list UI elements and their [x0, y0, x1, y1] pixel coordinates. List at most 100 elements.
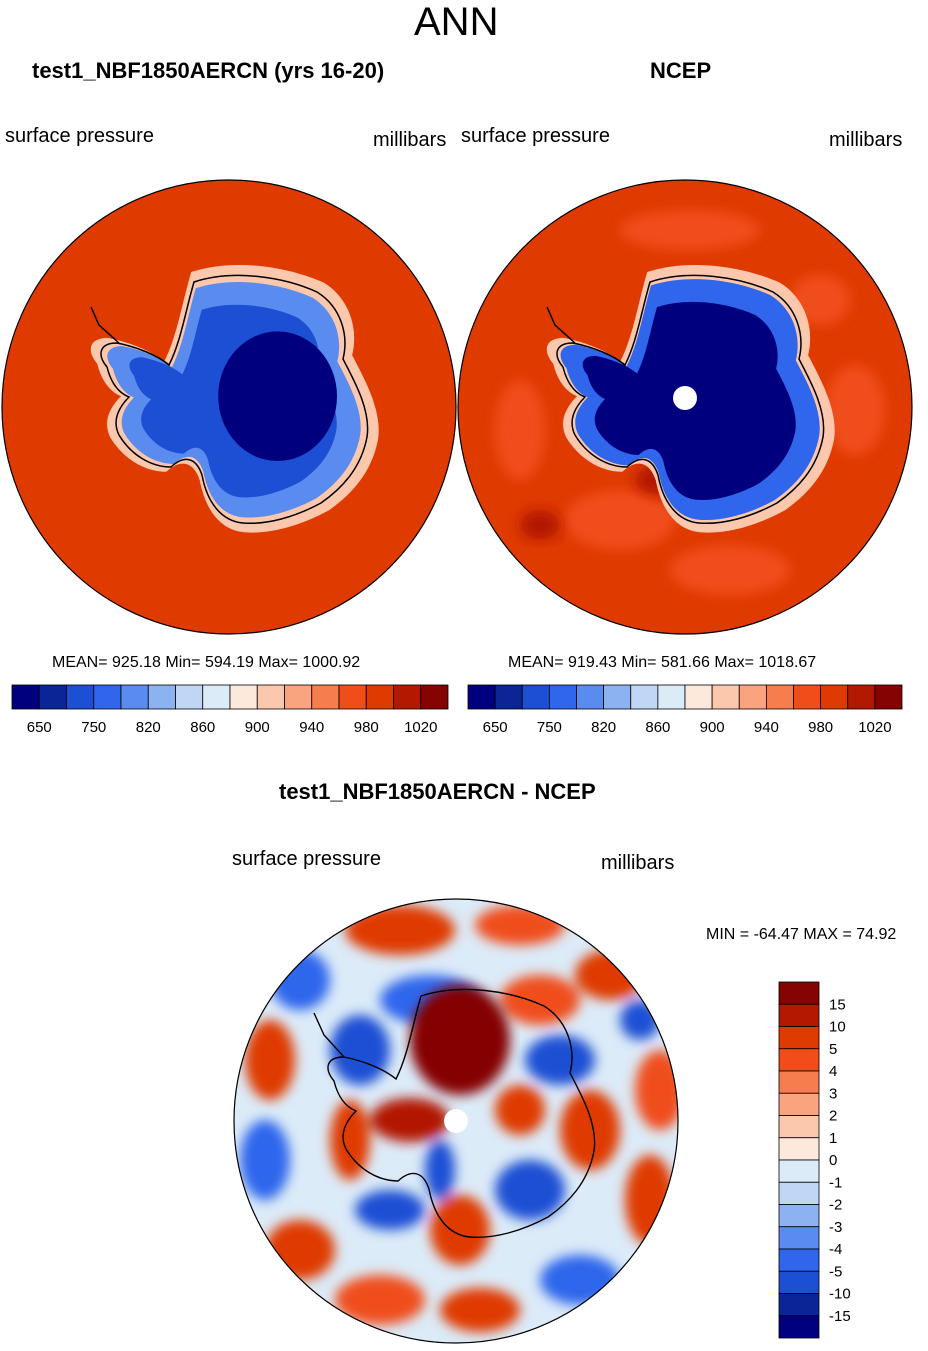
diff-colorbar-tick-label: 3	[829, 1085, 837, 1102]
model-colorbar-box	[202, 684, 231, 710]
model-colorbar-box	[393, 684, 422, 710]
model-colorbar-tick-label: 940	[299, 719, 324, 736]
obs-colorbar-tick-label: 820	[591, 719, 616, 736]
model-colorbar: 650 750 820 860 900 940 980 1020	[11, 684, 449, 736]
obs-colorbar-box	[494, 684, 523, 710]
model-map-plateau-core	[218, 331, 337, 461]
diff-colorbar-box	[778, 1070, 820, 1094]
model-colorbar-box	[229, 684, 258, 710]
diff-colorbar-tick-label: 4	[829, 1063, 837, 1080]
obs-stats: MEAN= 919.43 Min= 581.66 Max= 1018.67	[508, 654, 817, 671]
diff-map-plateau-positive	[410, 985, 510, 1095]
diff-colorbar-box	[778, 981, 820, 1005]
model-map-coastline	[90, 274, 369, 525]
obs-colorbar-tick-label: 900	[700, 719, 725, 736]
diff-colorbar-tick-label: 15	[829, 996, 846, 1013]
obs-map-coastline	[546, 274, 825, 525]
diff-colorbar-tick-label: 5	[829, 1041, 837, 1058]
model-colorbar-box	[365, 684, 394, 710]
diff-colorbar-tick-label: -15	[829, 1308, 851, 1325]
model-map-border	[1, 179, 457, 635]
diff-colorbar-box	[778, 1159, 820, 1183]
model-variable-label: surface pressure	[5, 125, 154, 147]
obs-colorbar-box	[820, 684, 849, 710]
obs-colorbar-box	[793, 684, 822, 710]
model-colorbar-tick-label: 980	[354, 719, 379, 736]
model-units-label: millibars	[373, 129, 447, 151]
obs-colorbar-tick-label: 1020	[858, 719, 891, 736]
obs-panel-title: NCEP	[650, 58, 712, 83]
diff-colorbar-box	[778, 1315, 820, 1339]
obs-colorbar-tick-label: 750	[537, 719, 562, 736]
diff-colorbar-tick-label: -1	[829, 1174, 842, 1191]
diff-colorbar-box	[778, 1048, 820, 1072]
model-colorbar-box	[311, 684, 340, 710]
diff-units-label: millibars	[601, 852, 675, 874]
obs-colorbar-box	[847, 684, 876, 710]
model-colorbar-box	[147, 684, 176, 710]
obs-colorbar-box	[657, 684, 686, 710]
model-colorbar-tick-label: 750	[81, 719, 106, 736]
obs-colorbar-box	[548, 684, 577, 710]
diff-colorbar-box	[778, 1270, 820, 1294]
model-colorbar-tick-label: 820	[136, 719, 161, 736]
diff-map-coastline	[313, 988, 596, 1239]
diff-variable-label: surface pressure	[232, 848, 381, 870]
obs-colorbar-box	[576, 684, 605, 710]
model-colorbar-tick-label: 1020	[404, 719, 437, 736]
diff-colorbar-tick-label: -5	[829, 1263, 842, 1280]
diff-stats: MIN = -64.47 MAX = 74.92	[706, 926, 897, 943]
diff-colorbar-tick-label: 10	[829, 1019, 846, 1036]
obs-colorbar-tick-label: 860	[645, 719, 670, 736]
diff-colorbar-tick-label: 1	[829, 1130, 837, 1147]
diff-colorbar-box	[778, 1226, 820, 1250]
diff-colorbar-box	[778, 1181, 820, 1205]
diff-colorbar-box	[778, 1092, 820, 1116]
obs-map-border	[457, 179, 913, 635]
obs-colorbar-box	[765, 684, 794, 710]
obs-map-pole-hole	[673, 386, 697, 410]
obs-colorbar-box	[738, 684, 767, 710]
diff-colorbar-tick-label: -4	[829, 1241, 842, 1258]
model-colorbar-tick-label: 900	[245, 719, 270, 736]
obs-colorbar-box	[467, 684, 496, 710]
model-colorbar-box	[420, 684, 449, 710]
diff-colorbar-box	[778, 1137, 820, 1161]
diff-panel-title: test1_NBF1850AERCN - NCEP	[279, 779, 596, 804]
model-colorbar-box	[38, 684, 67, 710]
model-colorbar-box	[120, 684, 149, 710]
obs-colorbar-box	[711, 684, 740, 710]
diff-colorbar-box	[778, 1026, 820, 1050]
model-stats: MEAN= 925.18 Min= 594.19 Max= 1000.92	[52, 654, 361, 671]
diff-colorbar-box	[778, 1003, 820, 1027]
diff-colorbar-box	[778, 1293, 820, 1317]
model-colorbar-box	[256, 684, 285, 710]
model-colorbar-box	[93, 684, 122, 710]
model-panel-title: test1_NBF1850AERCN (yrs 16-20)	[32, 58, 385, 83]
obs-map-ocean-patches	[495, 210, 885, 595]
diff-colorbar-tick-label: -2	[829, 1197, 842, 1214]
diff-colorbar-box	[778, 1115, 820, 1139]
diff-colorbar-box	[778, 1204, 820, 1228]
model-colorbar-box	[66, 684, 95, 710]
obs-colorbar-box	[684, 684, 713, 710]
model-colorbar-box	[175, 684, 204, 710]
model-colorbar-box	[284, 684, 313, 710]
model-colorbar-box	[338, 684, 367, 710]
obs-colorbar-box	[521, 684, 550, 710]
obs-colorbar-box	[630, 684, 659, 710]
diff-map-border	[233, 898, 679, 1344]
obs-colorbar-box	[874, 684, 903, 710]
obs-colorbar: 650 750 820 860 900 940 980 1020	[467, 684, 903, 736]
obs-colorbar-box	[603, 684, 632, 710]
model-colorbar-box	[11, 684, 40, 710]
obs-colorbar-tick-label: 980	[808, 719, 833, 736]
obs-variable-label: surface pressure	[461, 125, 610, 147]
diff-colorbar-tick-label: -10	[829, 1286, 851, 1303]
obs-map	[458, 180, 912, 634]
diff-colorbar-tick-label: 0	[829, 1152, 837, 1169]
diff-colorbar-tick-label: -3	[829, 1219, 842, 1236]
diff-map	[234, 899, 678, 1343]
model-colorbar-tick-label: 650	[27, 719, 52, 736]
diff-colorbar-tick-label: 2	[829, 1108, 837, 1125]
